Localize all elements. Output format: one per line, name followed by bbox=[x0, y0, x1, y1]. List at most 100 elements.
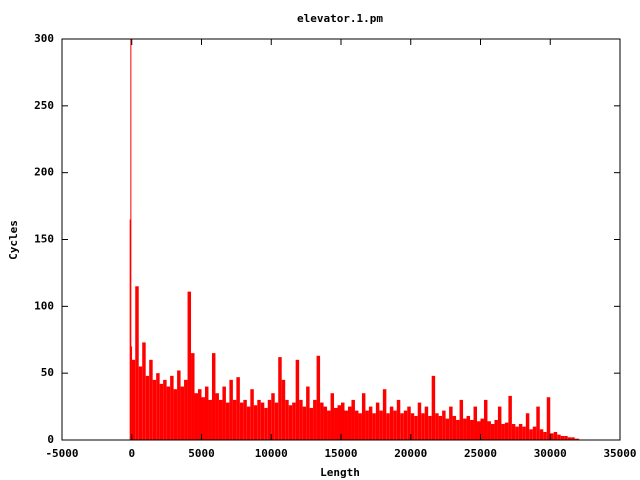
impulse bbox=[163, 379, 167, 440]
y-tick-label: 250 bbox=[34, 99, 54, 112]
impulse bbox=[246, 406, 251, 440]
impulse bbox=[449, 406, 453, 440]
impulse bbox=[250, 389, 254, 440]
impulse bbox=[560, 435, 565, 440]
impulse bbox=[546, 397, 551, 440]
impulse bbox=[243, 399, 247, 440]
impulse bbox=[536, 406, 540, 440]
impulse bbox=[490, 423, 495, 440]
impulse bbox=[152, 379, 157, 440]
x-tick-label: 35000 bbox=[603, 447, 636, 460]
impulse bbox=[138, 366, 143, 440]
impulse bbox=[180, 386, 185, 440]
impulse bbox=[358, 413, 362, 440]
impulse bbox=[131, 346, 133, 440]
impulse bbox=[135, 286, 139, 440]
impulse bbox=[145, 375, 150, 440]
impulse bbox=[295, 359, 300, 440]
impulse bbox=[257, 399, 261, 440]
impulse bbox=[529, 429, 533, 440]
impulse bbox=[414, 415, 418, 440]
impulse bbox=[177, 370, 181, 440]
impulse bbox=[187, 291, 192, 440]
impulse bbox=[130, 39, 132, 440]
impulse bbox=[368, 406, 373, 440]
impulse bbox=[327, 410, 331, 440]
impulse bbox=[417, 402, 422, 440]
impulse bbox=[557, 434, 561, 440]
impulse bbox=[407, 406, 411, 440]
impulse bbox=[288, 405, 293, 440]
impulse bbox=[309, 407, 314, 440]
x-tick-label: 25000 bbox=[464, 447, 497, 460]
plot-border bbox=[61, 38, 621, 441]
impulse bbox=[578, 438, 580, 440]
impulse bbox=[274, 402, 279, 440]
impulse bbox=[156, 373, 160, 440]
impulse bbox=[456, 419, 460, 440]
impulse bbox=[518, 423, 523, 440]
impulse bbox=[334, 407, 338, 440]
impulse bbox=[166, 386, 171, 440]
y-tick-label: 100 bbox=[34, 299, 54, 312]
impulse bbox=[396, 399, 401, 440]
impulse bbox=[515, 426, 519, 440]
x-tick-label: 5000 bbox=[188, 447, 215, 460]
impulse bbox=[330, 393, 335, 440]
y-tick-label: 300 bbox=[34, 32, 54, 45]
x-tick-label: -5000 bbox=[45, 447, 78, 460]
impulse bbox=[428, 415, 432, 440]
impulse bbox=[393, 410, 397, 440]
impulse bbox=[480, 418, 484, 440]
x-tick-label: 10000 bbox=[255, 447, 288, 460]
impulse bbox=[571, 437, 575, 440]
impulse bbox=[389, 406, 394, 440]
impulse bbox=[173, 389, 178, 440]
x-tick-label: 20000 bbox=[394, 447, 427, 460]
impulse bbox=[574, 438, 579, 440]
y-tick-label: 200 bbox=[34, 166, 54, 179]
impulse bbox=[466, 415, 471, 440]
impulse bbox=[271, 393, 275, 440]
y-tick-label: 50 bbox=[41, 366, 54, 379]
impulse bbox=[267, 399, 272, 440]
x-tick-label: 30000 bbox=[534, 447, 567, 460]
impulse bbox=[477, 421, 481, 440]
impulse bbox=[372, 413, 376, 440]
impulse bbox=[532, 426, 537, 440]
impulse bbox=[539, 429, 544, 440]
impulse bbox=[129, 219, 131, 440]
impulse bbox=[375, 402, 380, 440]
impulse bbox=[264, 407, 268, 440]
impulse bbox=[361, 393, 366, 440]
impulse bbox=[421, 413, 425, 440]
impulse bbox=[511, 423, 516, 440]
impulse bbox=[354, 410, 359, 440]
impulse bbox=[567, 437, 572, 440]
impulse bbox=[494, 419, 498, 440]
impulse bbox=[225, 402, 230, 440]
impulse bbox=[239, 402, 244, 440]
impulse bbox=[278, 357, 282, 440]
impulse bbox=[201, 397, 205, 440]
impulse bbox=[218, 399, 223, 440]
impulse bbox=[386, 413, 390, 440]
impulse bbox=[316, 355, 321, 440]
impulse bbox=[184, 379, 188, 440]
impulse bbox=[379, 410, 383, 440]
impulse bbox=[302, 406, 307, 440]
impulse bbox=[198, 389, 202, 440]
impulse bbox=[149, 359, 153, 440]
impulse bbox=[215, 393, 219, 440]
impulse bbox=[400, 413, 404, 440]
impulse bbox=[382, 389, 387, 440]
impulse bbox=[501, 423, 505, 440]
impulse bbox=[424, 406, 429, 440]
impulse bbox=[470, 419, 474, 440]
impulse bbox=[564, 435, 568, 440]
impulse bbox=[347, 406, 352, 440]
impulse bbox=[337, 405, 341, 440]
impulse bbox=[341, 402, 345, 440]
impulse bbox=[306, 386, 310, 440]
